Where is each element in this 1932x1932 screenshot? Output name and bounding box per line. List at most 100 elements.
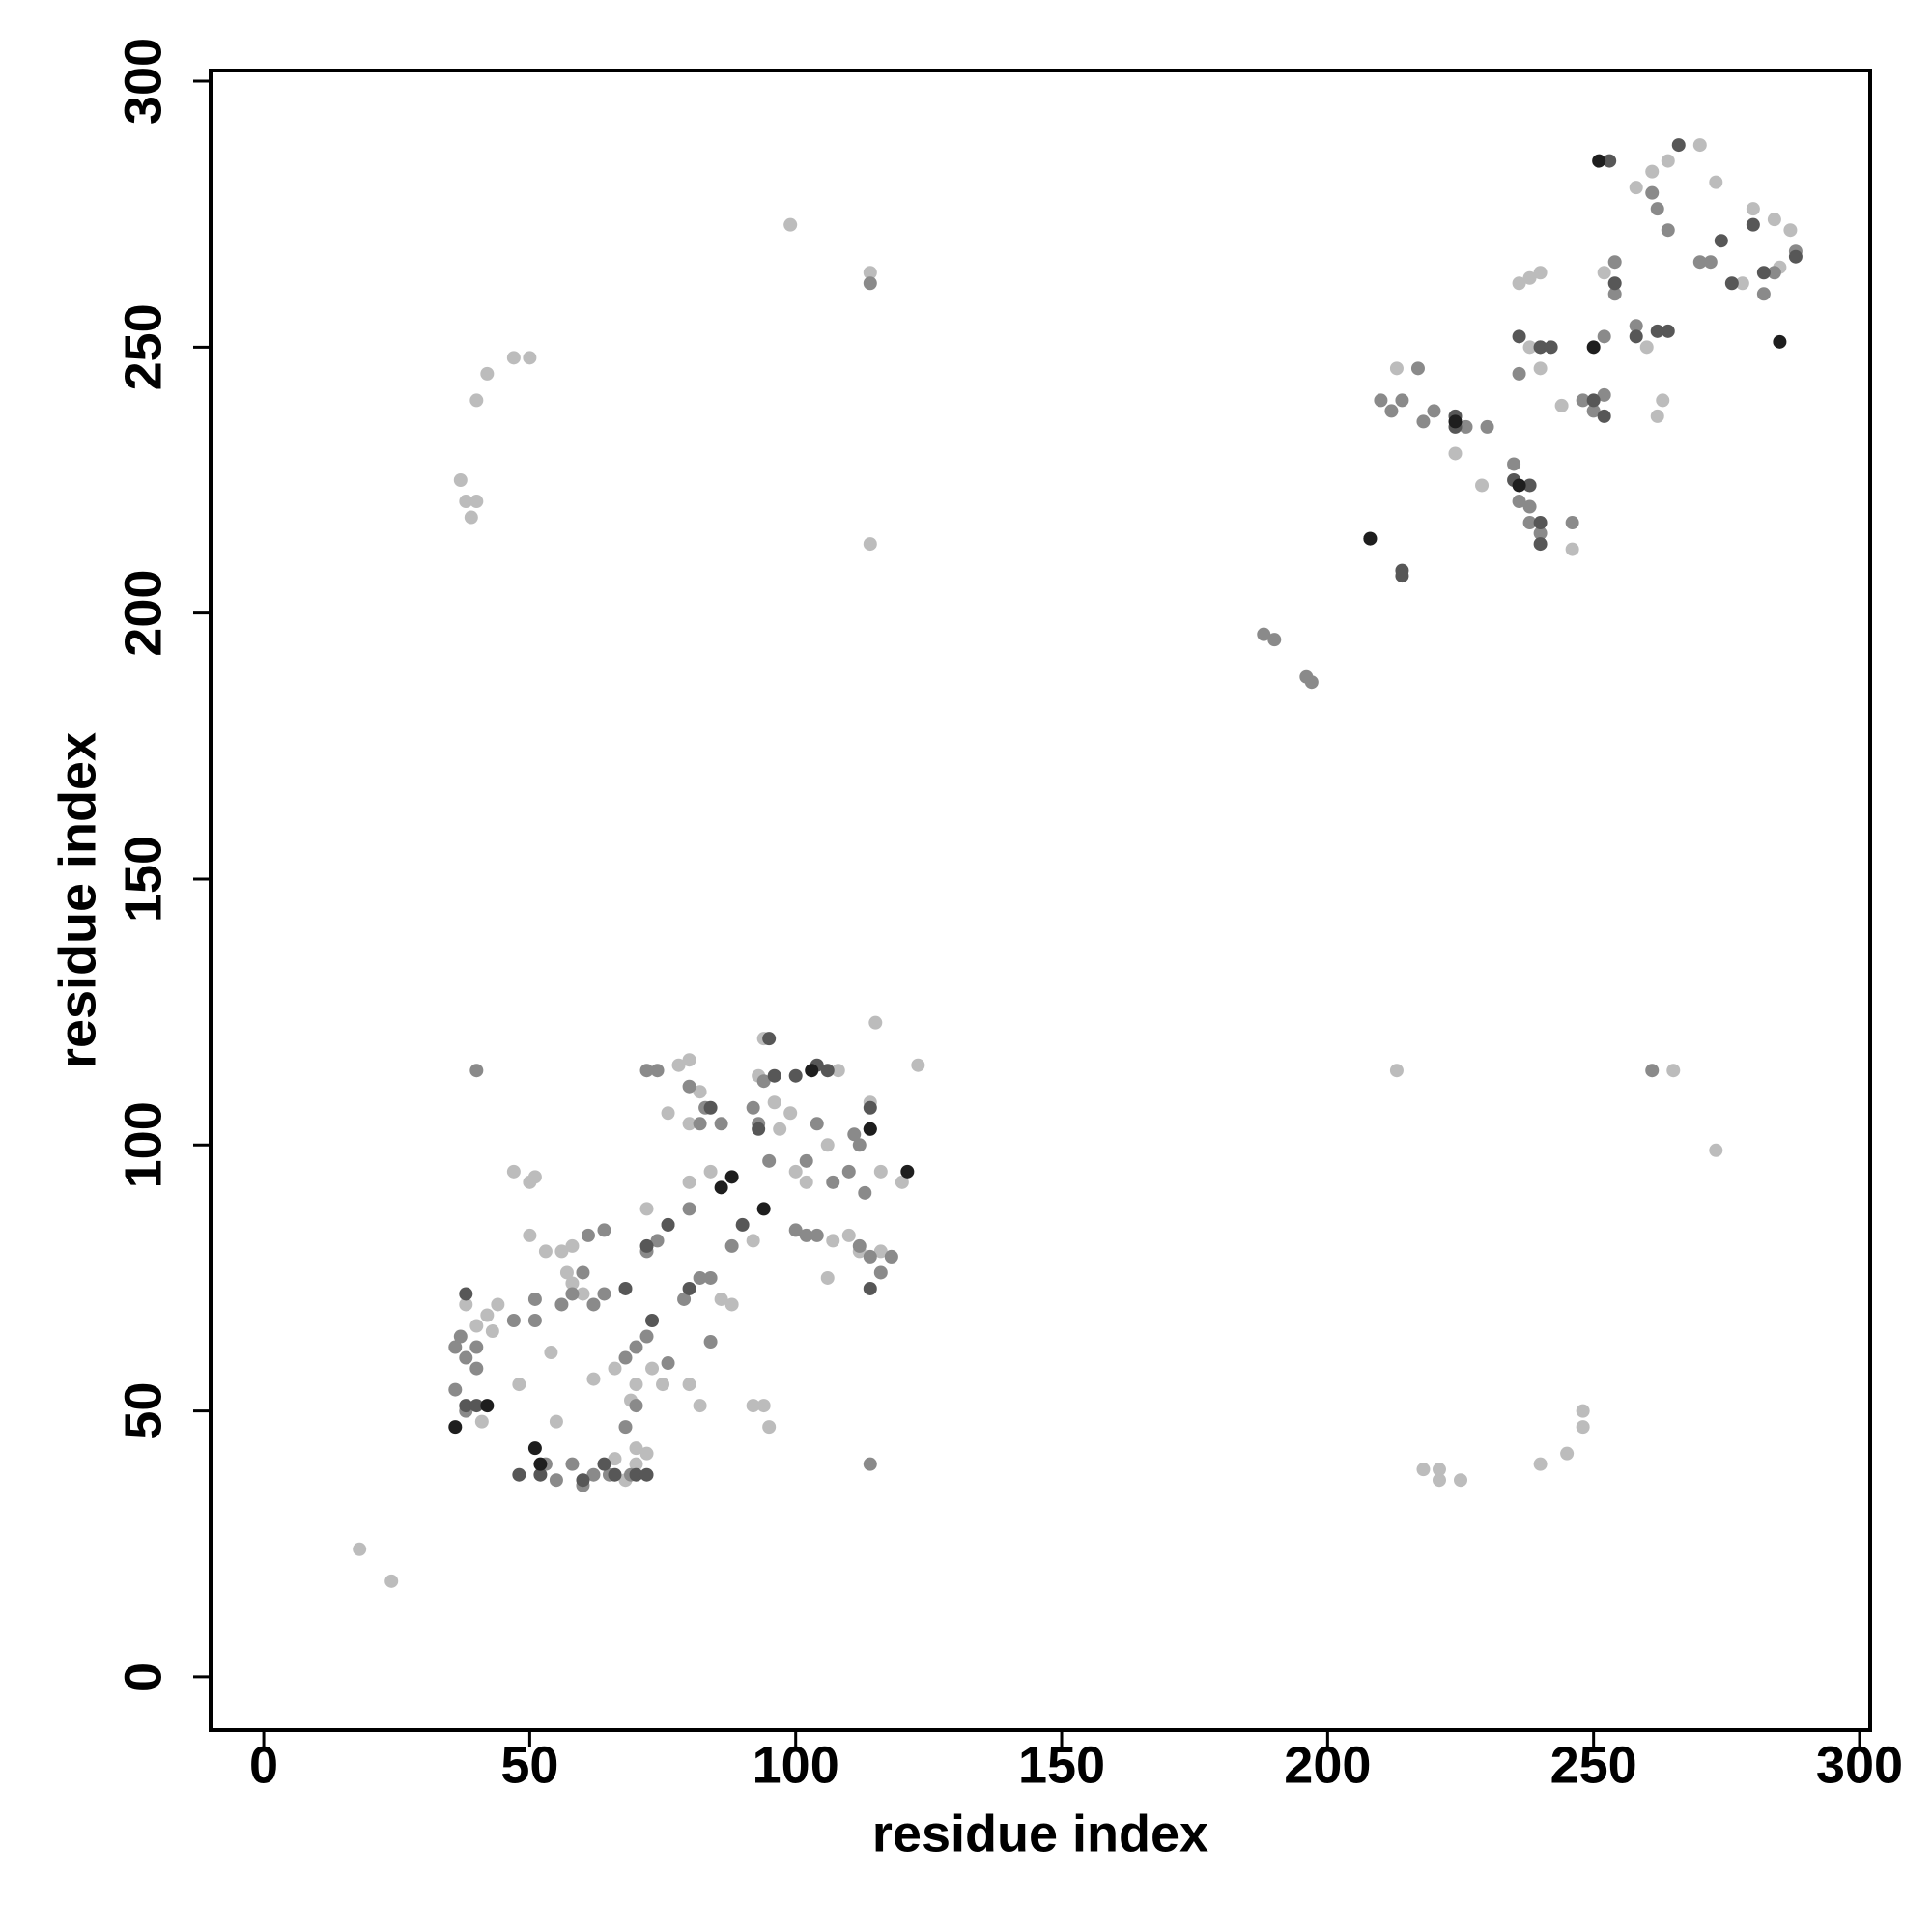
point (485, 1324, 499, 1339)
point (703, 1100, 718, 1115)
point (469, 393, 484, 408)
point (714, 1117, 728, 1131)
point (1746, 217, 1760, 232)
point (1656, 393, 1670, 408)
point (884, 1249, 898, 1264)
point (724, 1238, 739, 1253)
point (1533, 266, 1548, 280)
point (597, 1287, 611, 1301)
point (353, 1542, 367, 1556)
point (1512, 329, 1526, 344)
point (724, 1170, 739, 1184)
point (1735, 276, 1749, 291)
point (783, 217, 798, 232)
point (1522, 478, 1537, 493)
point (1512, 495, 1526, 509)
point (1395, 569, 1409, 583)
point (1267, 633, 1282, 647)
point (671, 1058, 686, 1072)
point (1773, 334, 1787, 349)
x-tick-label: 50 (500, 1736, 558, 1794)
point (1533, 526, 1548, 541)
point (703, 1164, 718, 1179)
point (453, 1329, 468, 1344)
y-tick-label: 100 (114, 1101, 172, 1188)
point (799, 1228, 813, 1242)
point (1448, 446, 1463, 461)
x-tick-label: 200 (1284, 1736, 1371, 1794)
point (1507, 457, 1521, 471)
point (1533, 361, 1548, 376)
point (469, 1340, 484, 1354)
point (469, 495, 484, 509)
point (1586, 393, 1601, 408)
point (841, 1228, 856, 1242)
point (831, 1064, 845, 1078)
point (650, 1064, 665, 1078)
point (576, 1287, 590, 1301)
x-axis-title: residue index (872, 1804, 1208, 1862)
point (1512, 478, 1526, 493)
point (1650, 202, 1664, 216)
point (677, 1292, 692, 1306)
point (1522, 270, 1537, 285)
point (527, 1170, 542, 1184)
point (469, 1064, 484, 1078)
point (629, 1457, 643, 1471)
point (1448, 414, 1463, 429)
point (1389, 361, 1404, 376)
point (618, 1281, 633, 1295)
point (453, 472, 468, 487)
point (1703, 255, 1718, 270)
point (639, 1202, 654, 1216)
y-tick-label: 0 (114, 1662, 172, 1691)
point (512, 1467, 526, 1482)
point (863, 1122, 877, 1136)
y-tick-label: 250 (114, 303, 172, 390)
point (767, 1095, 781, 1110)
point (559, 1265, 574, 1280)
point (1432, 1473, 1446, 1488)
point (682, 1281, 696, 1295)
point (459, 1297, 473, 1312)
point (863, 1100, 877, 1115)
point (469, 1319, 484, 1333)
point (682, 1053, 696, 1067)
point (1554, 398, 1569, 412)
point (1374, 393, 1388, 408)
point (1512, 276, 1526, 291)
point (1257, 627, 1271, 641)
point (863, 1457, 877, 1471)
point (1709, 175, 1723, 189)
point (735, 1217, 750, 1232)
point (1597, 329, 1611, 344)
point (788, 1068, 803, 1083)
point (1363, 531, 1378, 546)
point (1645, 185, 1660, 200)
point (661, 1106, 675, 1121)
point (847, 1127, 862, 1142)
point (565, 1457, 580, 1471)
point (868, 1015, 883, 1030)
point (544, 1346, 558, 1360)
point (656, 1378, 670, 1392)
point (799, 1175, 813, 1189)
point (1454, 1473, 1468, 1488)
point (1661, 154, 1675, 168)
point (629, 1378, 643, 1392)
point (1607, 255, 1622, 270)
point (608, 1452, 622, 1466)
point (1576, 1404, 1590, 1418)
x-tick-label: 150 (1018, 1736, 1105, 1794)
point (1607, 276, 1622, 291)
point (1671, 138, 1686, 153)
point (693, 1270, 707, 1285)
point (586, 1467, 601, 1482)
point (1756, 266, 1771, 280)
point (469, 1399, 484, 1413)
point (1475, 478, 1490, 493)
point (597, 1223, 611, 1237)
point (693, 1399, 707, 1413)
y-tick-label: 150 (114, 836, 172, 923)
point (469, 1361, 484, 1376)
